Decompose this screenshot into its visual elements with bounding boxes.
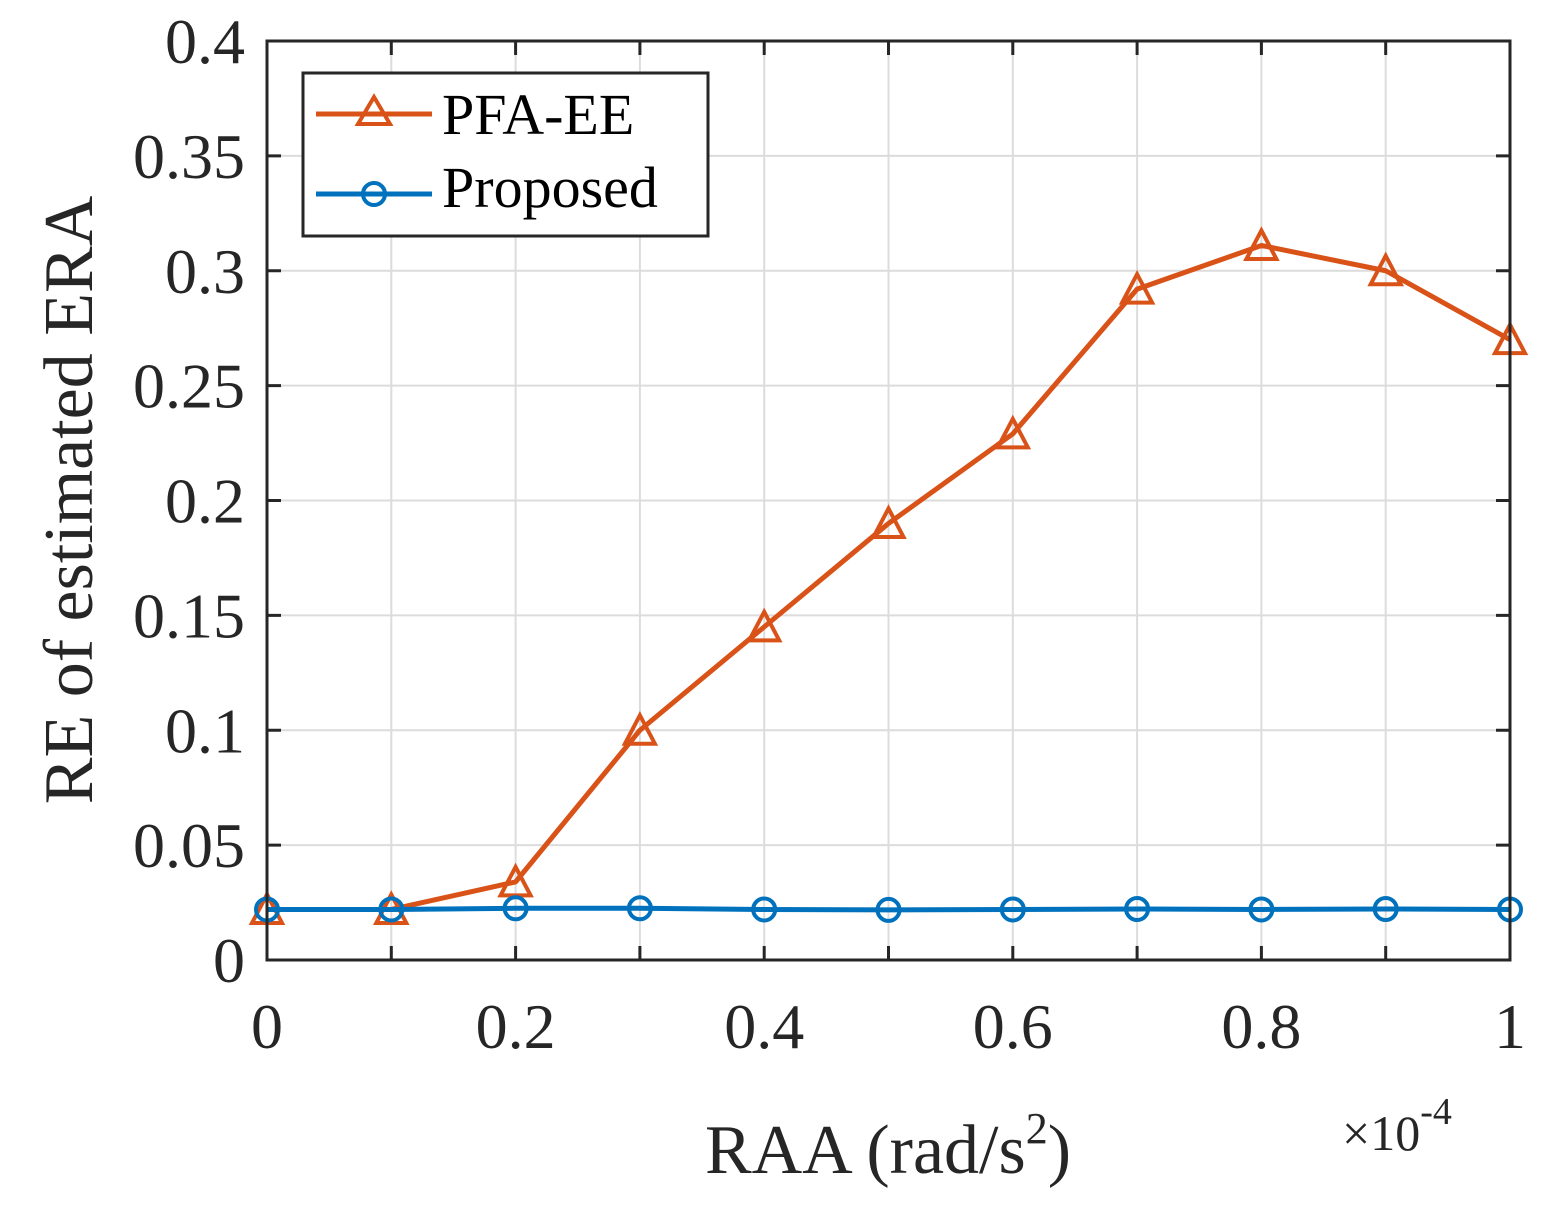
y-tick-label: 0.05	[133, 810, 245, 881]
x-tick-label: 0.2	[476, 991, 556, 1062]
x-axis-title: RAA (rad/s2)	[705, 1104, 1071, 1189]
y-tick-label: 0.1	[165, 695, 245, 766]
data-point-pfa-ee	[1243, 226, 1280, 261]
data-point-proposed	[626, 895, 653, 922]
data-point-proposed	[1124, 895, 1151, 922]
data-point-pfa-ee	[1118, 269, 1156, 305]
legend-label-pfa-ee: PFA-EE	[442, 82, 634, 147]
data-point-proposed	[1248, 896, 1275, 923]
y-axis-title: RE of estimated ERA	[31, 195, 108, 804]
y-tick-label: 0.4	[165, 6, 245, 77]
tick-labels: 0 0.2 0.4 0.6 0.8 1 0 0.05 0.1 0.15 0.2 0.25 0.3 0.35…	[133, 6, 1526, 1062]
data-point-pfa-ee	[745, 607, 783, 643]
x-tick-label: 0.8	[1221, 991, 1301, 1062]
x-axis-title-superscript: 2	[1026, 1104, 1048, 1153]
data-point-proposed	[378, 896, 405, 923]
y-tick-label: 0.3	[165, 236, 245, 307]
x-axis-multiplier-exponent: -4	[1420, 1091, 1452, 1133]
x-tick-label: 0.4	[724, 991, 804, 1062]
legend: PFA-EE Proposed	[301, 71, 710, 238]
y-tick-label: 0.15	[133, 580, 245, 651]
data-point-pfa-ee	[1367, 251, 1405, 287]
x-axis-multiplier: ×10-4	[1342, 1091, 1452, 1161]
data-point-pfa-ee	[994, 414, 1032, 450]
data-point-proposed	[999, 896, 1026, 923]
series-line-proposed	[267, 905, 1511, 913]
x-axis-multiplier-base: ×10	[1342, 1105, 1420, 1161]
legend-label-proposed: Proposed	[442, 155, 658, 220]
x-axis-title-main: RAA (rad/s	[705, 1112, 1026, 1189]
x-tick-label: 0.6	[973, 991, 1053, 1062]
y-tick-label: 0.35	[133, 121, 245, 192]
data-point-pfa-ee	[870, 504, 907, 539]
ticks	[265, 39, 1512, 962]
data-point-proposed	[875, 896, 902, 923]
legend-marker-proposed	[361, 181, 387, 207]
data-point-proposed	[502, 895, 529, 922]
data-point-pfa-ee	[621, 710, 659, 746]
y-tick-label: 0	[213, 925, 245, 996]
y-tick-label: 0.2	[165, 466, 245, 537]
series-line-pfa-ee	[267, 242, 1512, 912]
data-point-proposed	[751, 896, 778, 923]
x-tick-label: 0	[251, 991, 283, 1062]
legend-marker-pfa-ee	[354, 93, 394, 126]
data-point-proposed	[1372, 895, 1399, 922]
x-axis-title-tail: )	[1048, 1112, 1071, 1189]
x-tick-label: 1	[1494, 991, 1526, 1062]
y-tick-label: 0.25	[133, 351, 245, 422]
